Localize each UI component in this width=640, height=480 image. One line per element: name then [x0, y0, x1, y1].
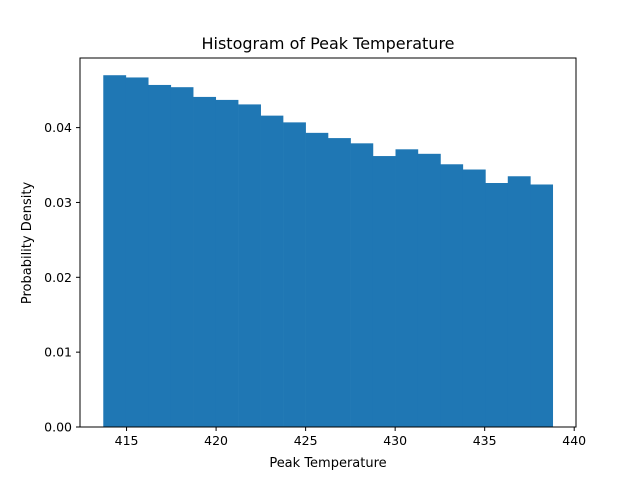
histogram-bar [440, 164, 464, 427]
x-tick-label: 435 [473, 433, 497, 448]
histogram-bar [238, 104, 261, 427]
x-tick-label: 420 [204, 433, 228, 448]
x-axis-label: Peak Temperature [269, 456, 386, 471]
histogram-bar [215, 99, 239, 427]
histogram-bar [350, 143, 374, 427]
x-tick-label: 425 [294, 433, 318, 448]
x-tick-label: 415 [115, 433, 139, 448]
histogram-bar [170, 87, 194, 427]
histogram-bar [103, 75, 127, 427]
histogram-bar [395, 149, 419, 427]
histogram-bar [193, 96, 217, 428]
histogram-bar [372, 156, 396, 428]
histogram-bar [485, 183, 509, 427]
x-tick-label: 430 [383, 433, 407, 448]
x-tick-label: 440 [562, 433, 586, 448]
chart-title: Histogram of Peak Temperature [201, 34, 454, 53]
histogram-bar [462, 169, 486, 427]
y-tick-label: 0.02 [44, 270, 72, 285]
histogram-bar [148, 84, 172, 427]
histogram-bar [260, 115, 284, 427]
y-tick-label: 0.03 [44, 195, 72, 210]
histogram-bar [507, 176, 531, 427]
y-axis-ticks: 0.00 0.01 0.02 0.03 0.04 [44, 120, 80, 435]
axes-frame [79, 57, 577, 428]
y-tick-label: 0.04 [44, 120, 72, 135]
histogram-bar [328, 138, 351, 427]
histogram-bar [283, 122, 306, 428]
histogram-bars [103, 75, 554, 428]
y-axis-label: Probability Density [20, 182, 35, 305]
y-tick-label: 0.01 [44, 345, 72, 360]
histogram-bar [417, 153, 441, 427]
histogram-bar [305, 132, 329, 427]
y-tick-label: 0.00 [44, 420, 72, 435]
histogram-bar [125, 77, 149, 428]
x-axis-ticks: 415 420 425 430 435 440 [115, 427, 586, 448]
histogram-bar [530, 184, 554, 427]
